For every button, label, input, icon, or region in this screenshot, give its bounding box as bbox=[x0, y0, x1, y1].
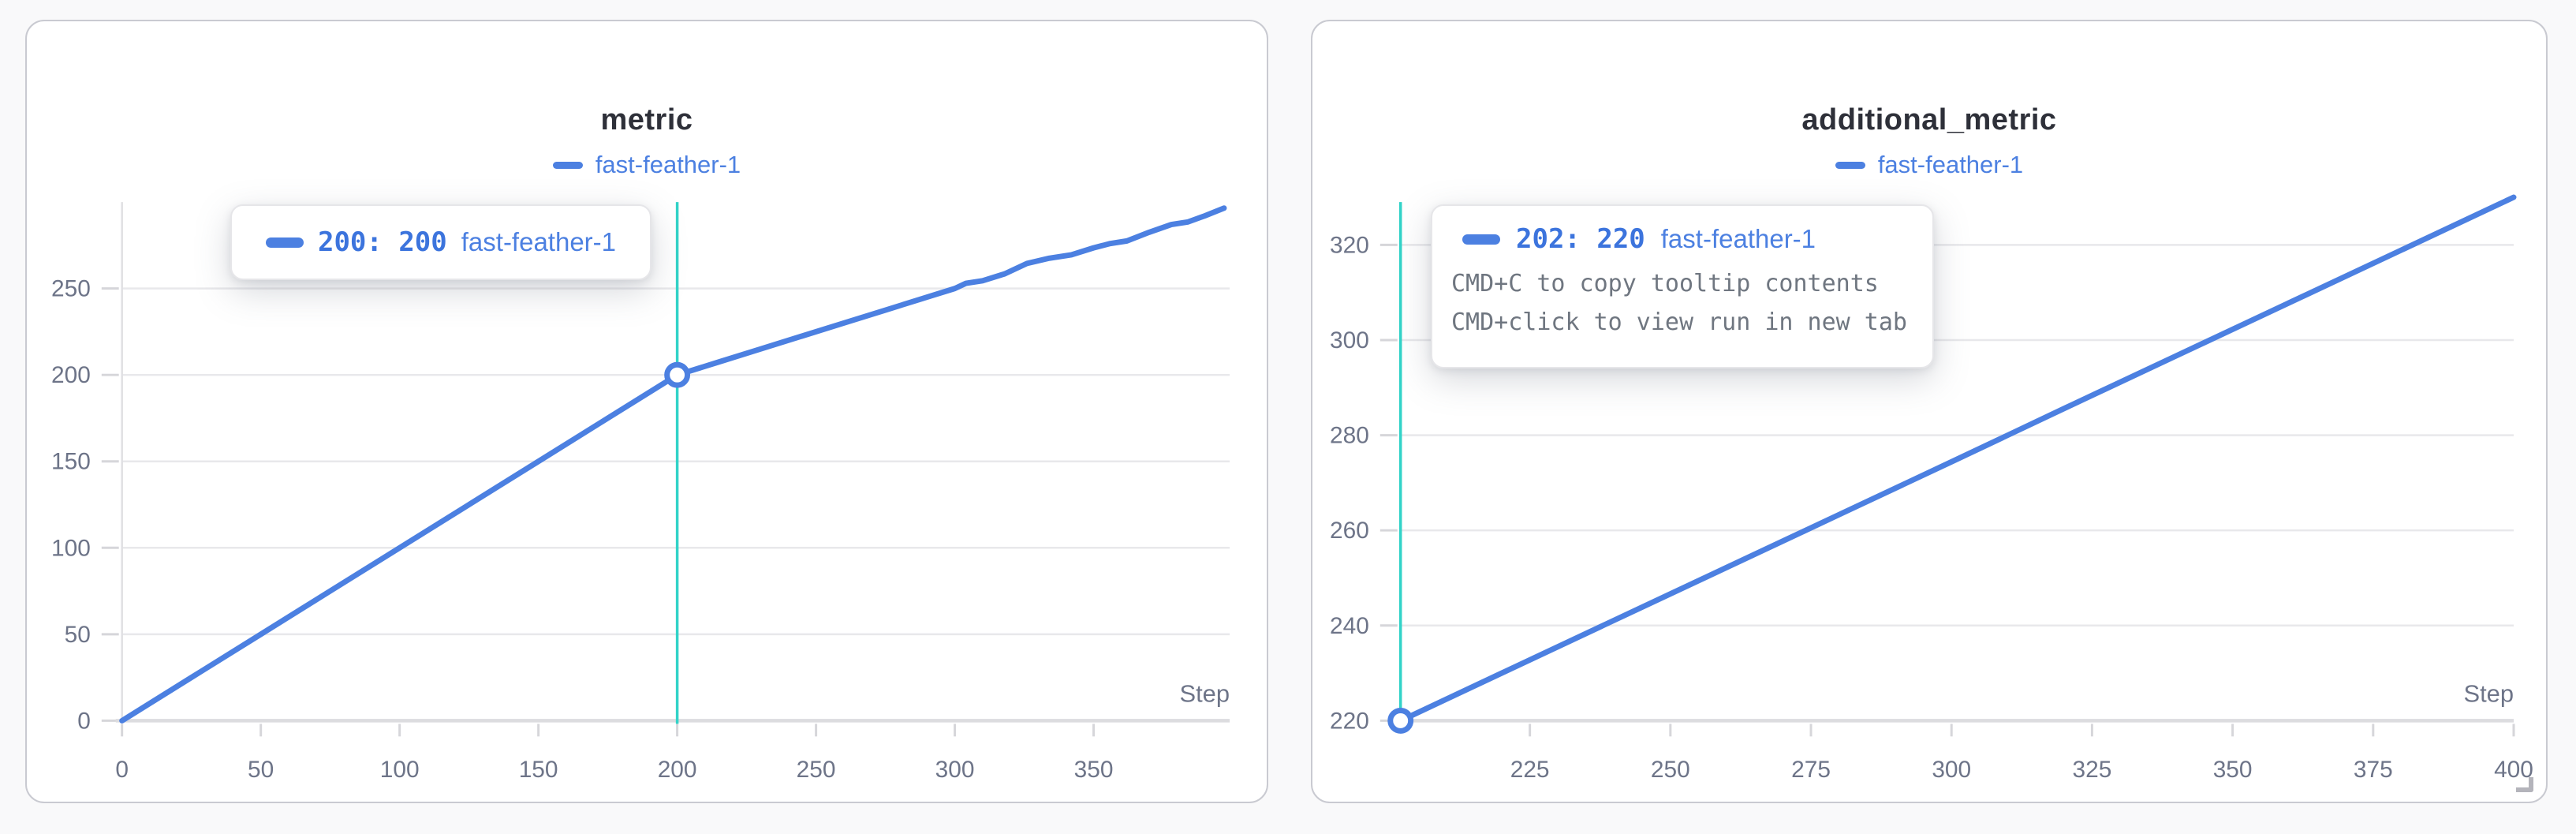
tooltip-hint-open: CMD+click to view run in new tab bbox=[1451, 309, 1907, 336]
panel-metric[interactable]: metric fast-feather-1 0 50 100 150 200 250 0 50… bbox=[25, 20, 1268, 803]
run-color-dash-icon bbox=[265, 237, 304, 248]
y-tick-label: 250 bbox=[51, 276, 91, 302]
hover-point-marker bbox=[664, 361, 691, 388]
x-tick-label: 300 bbox=[1932, 757, 1971, 783]
legend-run-name: fast-feather-1 bbox=[1877, 151, 2024, 178]
x-tick-label: 325 bbox=[2073, 757, 2112, 783]
line-chart[interactable]: 220 240 260 280 300 320 225 250 275 300 325 350 375 4… bbox=[1312, 21, 2546, 802]
x-tick-label: 0 bbox=[115, 757, 129, 783]
y-tick-label: 150 bbox=[51, 449, 91, 475]
x-tick-label: 150 bbox=[519, 757, 558, 783]
x-tick-label: 300 bbox=[935, 757, 975, 783]
legend[interactable]: fast-feather-1 bbox=[27, 148, 1267, 182]
y-tick-label: 280 bbox=[1330, 423, 1369, 449]
y-tick-label: 220 bbox=[1330, 708, 1369, 734]
series-line bbox=[119, 205, 1227, 724]
x-axis-label: Step bbox=[1180, 680, 1230, 708]
panel-resize-grip-icon[interactable] bbox=[2516, 777, 2533, 792]
y-tick-label: 200 bbox=[51, 362, 91, 388]
chart-title: additional_metric bbox=[1801, 103, 2057, 137]
run-color-dash-icon bbox=[552, 161, 583, 169]
chart-title: metric bbox=[600, 103, 693, 137]
tooltip-run-name: fast-feather-1 bbox=[1660, 224, 1816, 253]
y-tick-label: 300 bbox=[1330, 327, 1369, 353]
hover-point-marker bbox=[1387, 707, 1414, 734]
y-tick-label: 260 bbox=[1330, 518, 1369, 544]
line-chart[interactable]: 0 50 100 150 200 250 0 50 100 150 200 250 300 350 Step bbox=[27, 21, 1267, 802]
x-tick-label: 225 bbox=[1510, 757, 1550, 783]
tooltip-run-name: fast-feather-1 bbox=[461, 227, 617, 256]
hover-tooltip: 200: 200 fast-feather-1 bbox=[230, 204, 651, 280]
x-tick-label: 350 bbox=[1074, 757, 1114, 783]
legend[interactable]: fast-feather-1 bbox=[1312, 148, 2546, 182]
x-tick-label: 400 bbox=[2494, 757, 2533, 783]
x-tick-label: 250 bbox=[1651, 757, 1690, 783]
tooltip-hint-copy: CMD+C to copy tooltip contents bbox=[1451, 270, 1879, 297]
y-tick-label: 320 bbox=[1330, 232, 1369, 258]
y-tick-label: 50 bbox=[65, 622, 91, 648]
y-tick-label: 100 bbox=[51, 535, 91, 561]
x-tick-label: 50 bbox=[248, 757, 274, 783]
series-line bbox=[1398, 194, 2517, 724]
tooltip-value-row: 202: 220 fast-feather-1 bbox=[1462, 223, 1913, 255]
x-tick-label: 100 bbox=[380, 757, 420, 783]
x-tick-label: 200 bbox=[658, 757, 697, 783]
y-tick-label: 240 bbox=[1330, 613, 1369, 639]
legend-run-name: fast-feather-1 bbox=[595, 151, 741, 178]
y-tick-label: 0 bbox=[77, 708, 91, 734]
hover-tooltip: 202: 220 fast-feather-1 CMD+C to copy to… bbox=[1431, 204, 1934, 368]
run-color-dash-icon bbox=[1462, 234, 1500, 245]
x-tick-label: 375 bbox=[2354, 757, 2393, 783]
tooltip-step-value: 202: 220 bbox=[1516, 223, 1645, 255]
x-tick-label: 275 bbox=[1791, 757, 1831, 783]
x-tick-label: 250 bbox=[797, 757, 836, 783]
panel-additional-metric[interactable]: additional_metric fast-feather-1 220 240 2… bbox=[1311, 20, 2548, 803]
x-axis-label: Step bbox=[2464, 680, 2514, 708]
run-color-dash-icon bbox=[1835, 161, 1865, 169]
x-tick-label: 350 bbox=[2213, 757, 2253, 783]
tooltip-step-value: 200: 200 bbox=[317, 226, 447, 258]
